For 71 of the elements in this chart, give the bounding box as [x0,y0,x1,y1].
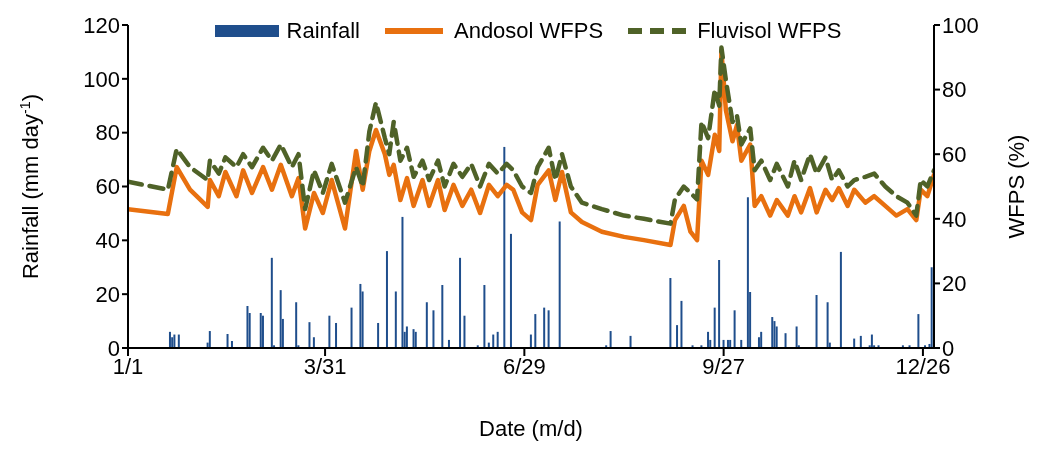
bar [718,259,721,348]
bar [483,285,486,348]
bar [859,335,862,348]
x-tick-label: 9/27 [702,353,746,379]
bar [707,331,710,348]
bar [335,322,338,348]
y-tick-label: 20 [95,281,120,307]
bar [503,146,506,348]
bar [359,283,362,348]
bar [746,197,749,348]
bar [350,307,353,348]
bar [534,314,537,348]
bar [815,294,818,348]
bar [609,331,612,348]
y2-tick-label: 60 [942,142,967,168]
bar [760,331,763,348]
bar [394,291,397,348]
y-tick-label: 60 [95,174,120,200]
y2-tick-label: 100 [942,12,979,38]
bar [839,251,842,348]
bar [312,337,315,348]
bar [773,321,776,348]
bar [680,300,683,348]
bar [425,302,428,348]
bar [168,331,171,348]
x-tick-label: 3/31 [303,353,347,379]
bar [246,306,249,348]
y2-tick-label: 80 [942,77,967,103]
x-tick-label: 6/29 [502,353,546,379]
bar [279,290,282,348]
bar [308,322,311,348]
bar [558,221,561,348]
bar [459,257,462,348]
bar [930,267,933,348]
y2-tick-label: 20 [942,271,967,297]
bar [795,326,798,348]
bar [733,310,736,348]
bar [463,315,466,348]
y-tick-label: 120 [83,12,120,38]
bar [405,326,408,348]
bar [771,317,774,348]
bar [629,335,632,348]
bar [543,307,546,348]
x-axis-title: Date (m/d) [479,416,583,441]
bar [547,310,550,348]
bar [385,251,388,348]
bar [226,334,229,348]
y-tick-label: 40 [95,228,120,254]
bar [509,233,512,348]
bar [377,322,380,348]
bar [784,333,787,348]
bar [401,216,404,348]
y2-axis-title: WFPS (%) [1004,134,1029,239]
bar [432,310,435,348]
legend-label: Andosol WFPS [453,18,604,44]
bar [826,302,829,348]
legend-label: Fluvisol WFPS [697,18,842,44]
bar [270,257,273,348]
bar [496,331,499,348]
legend-label: Rainfall [286,18,360,44]
y-tick-label: 100 [83,66,120,92]
bar [713,307,716,348]
y2-tick-label: 40 [942,206,967,232]
bar [441,285,444,348]
bar [917,314,920,348]
bar [208,331,211,348]
bar [328,315,331,348]
bar [676,325,679,348]
bar [295,302,298,348]
y-tick-label: 80 [95,120,120,146]
bar [669,278,672,348]
